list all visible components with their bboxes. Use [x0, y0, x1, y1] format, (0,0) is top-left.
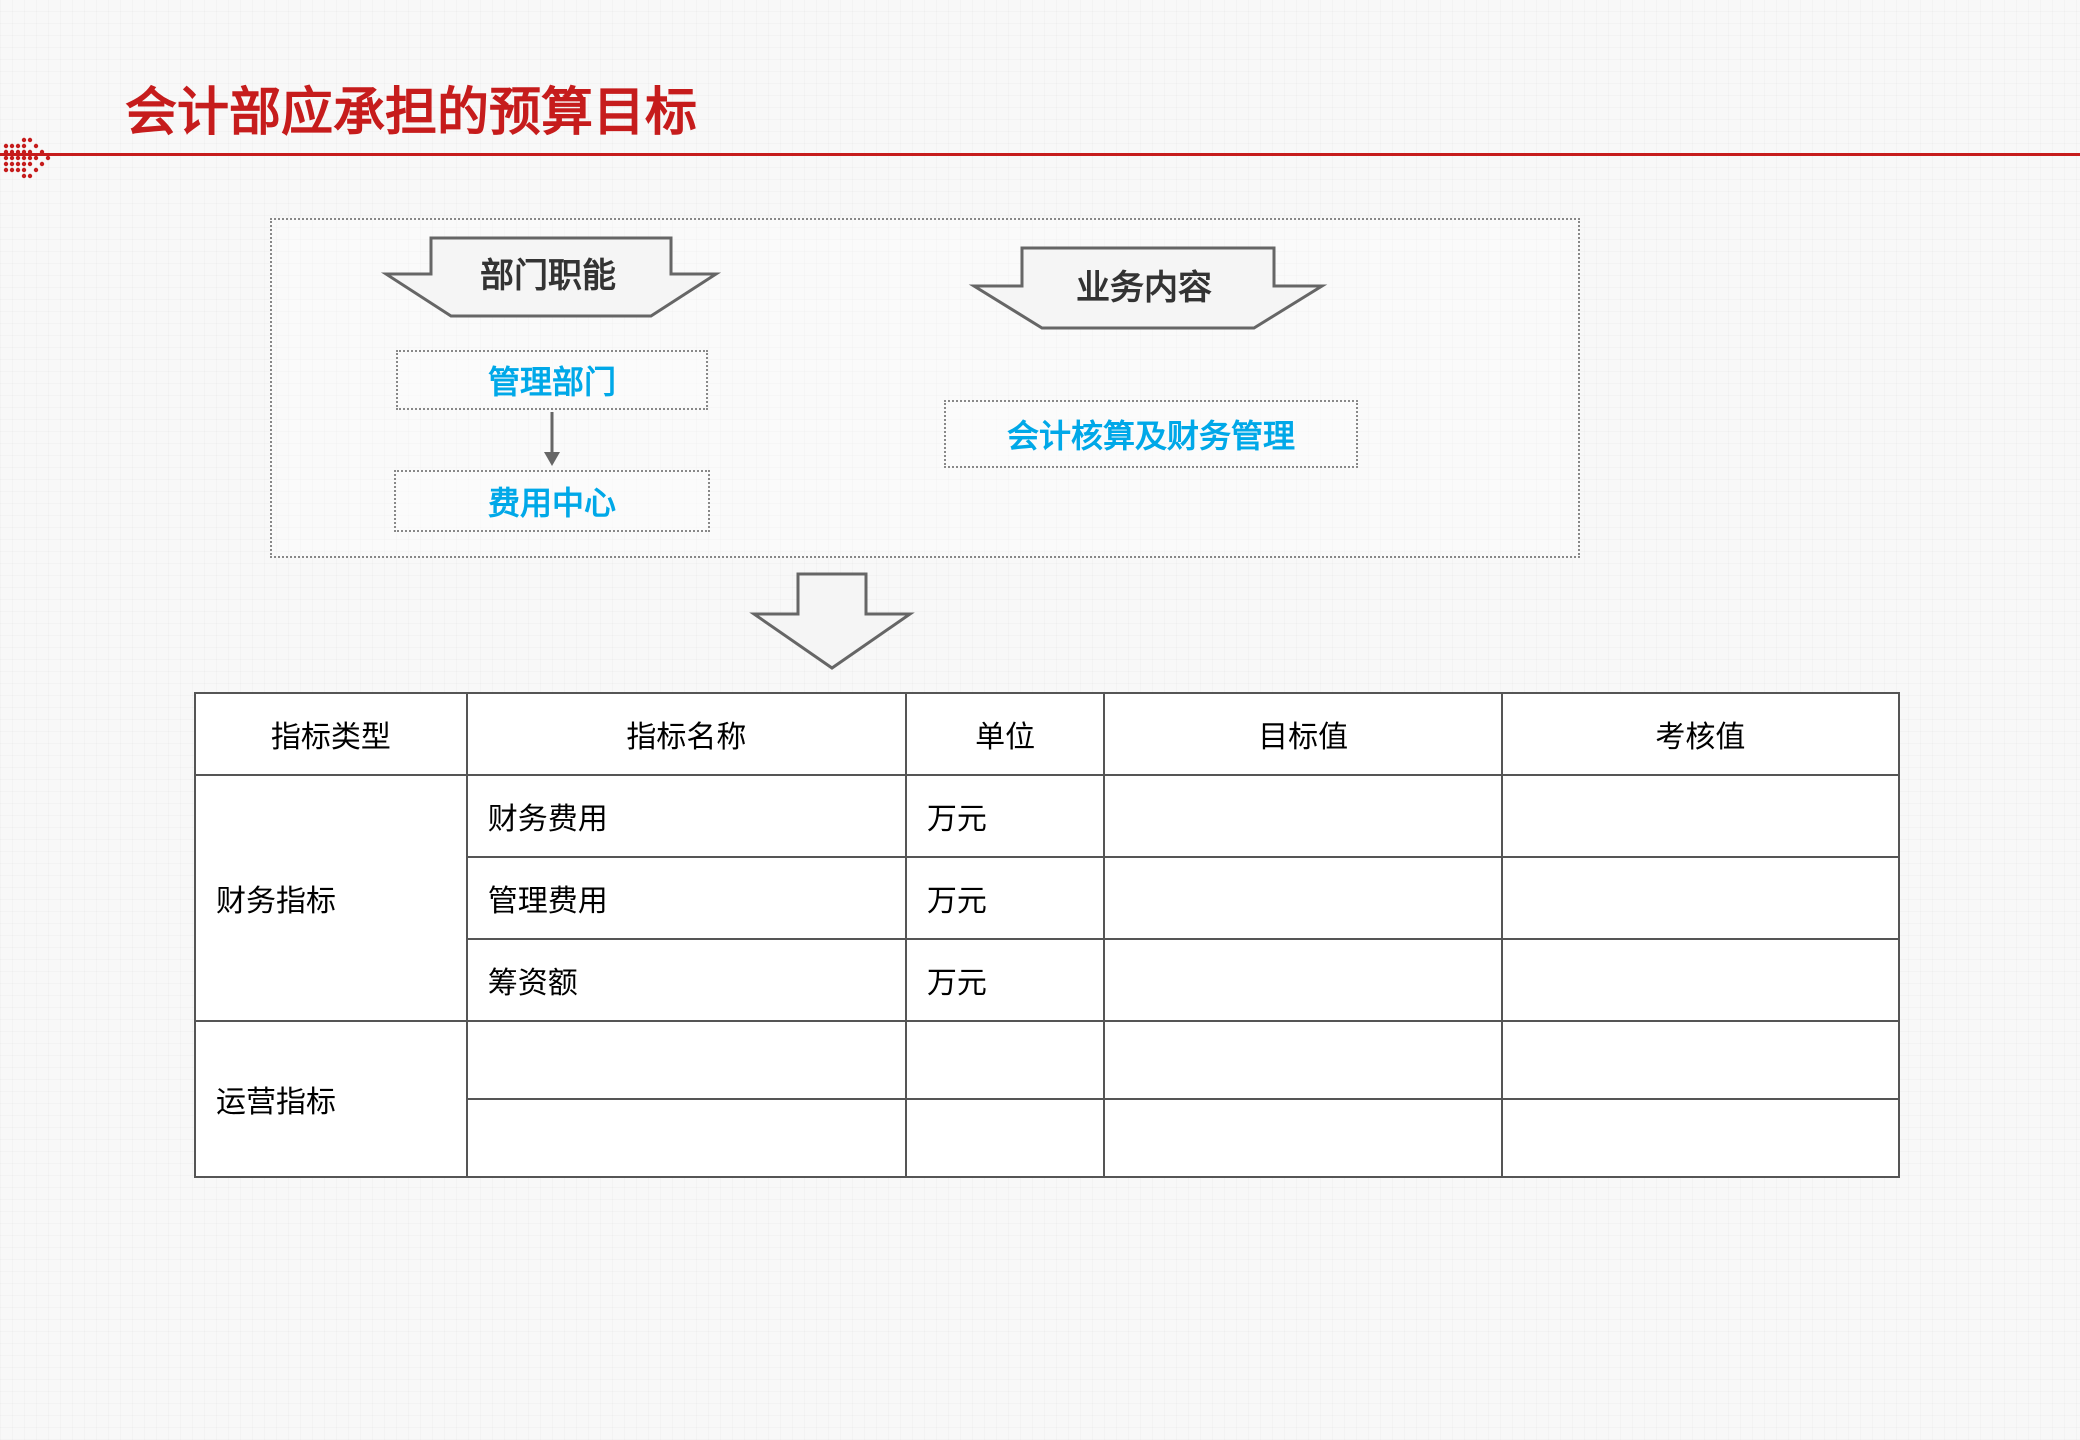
table-row: 运营指标 [195, 1021, 1899, 1099]
cell-target [1104, 1099, 1501, 1177]
cell-name [467, 1099, 906, 1177]
title-block: 会计部应承担的预算目标 [0, 70, 2080, 156]
box-cost-center-label: 费用中心 [488, 478, 616, 524]
table-row: 财务指标 财务费用 万元 [195, 775, 1899, 857]
cell-unit: 万元 [906, 775, 1105, 857]
cell-eval [1502, 857, 1899, 939]
cell-name [467, 1021, 906, 1099]
th-eval: 考核值 [1502, 693, 1899, 775]
box-business: 会计核算及财务管理 [944, 400, 1358, 468]
th-unit: 单位 [906, 693, 1105, 775]
banner-right-label: 业务内容 [1076, 260, 1212, 309]
box-cost-center: 费用中心 [394, 470, 710, 532]
page-title: 会计部应承担的预算目标 [125, 70, 2080, 145]
cell-unit: 万元 [906, 939, 1105, 1021]
box-business-label: 会计核算及财务管理 [1007, 411, 1295, 457]
th-name: 指标名称 [467, 693, 906, 775]
th-target: 目标值 [1104, 693, 1501, 775]
cell-unit [906, 1099, 1105, 1177]
title-underline [0, 153, 2080, 156]
connector-arrow-icon [540, 412, 564, 475]
cell-eval [1502, 775, 1899, 857]
banner-left-label: 部门职能 [480, 248, 616, 297]
cell-name: 管理费用 [467, 857, 906, 939]
cell-unit: 万元 [906, 857, 1105, 939]
cell-unit [906, 1021, 1105, 1099]
cell-eval [1502, 1099, 1899, 1177]
cell-target [1104, 1021, 1501, 1099]
cell-name: 筹资额 [467, 939, 906, 1021]
box-management: 管理部门 [396, 350, 708, 410]
flow-arrow-down-icon [742, 566, 922, 681]
table-header-row: 指标类型 指标名称 单位 目标值 考核值 [195, 693, 1899, 775]
cell-eval [1502, 939, 1899, 1021]
box-management-label: 管理部门 [488, 357, 616, 403]
cell-eval [1502, 1021, 1899, 1099]
cell-name: 财务费用 [467, 775, 906, 857]
cell-target [1104, 857, 1501, 939]
cell-type-finance: 财务指标 [195, 775, 467, 1021]
th-type: 指标类型 [195, 693, 467, 775]
cell-target [1104, 775, 1501, 857]
cell-type-ops: 运营指标 [195, 1021, 467, 1177]
metrics-table: 指标类型 指标名称 单位 目标值 考核值 财务指标 财务费用 万元 管理费用 万… [194, 692, 1900, 1178]
cell-target [1104, 939, 1501, 1021]
